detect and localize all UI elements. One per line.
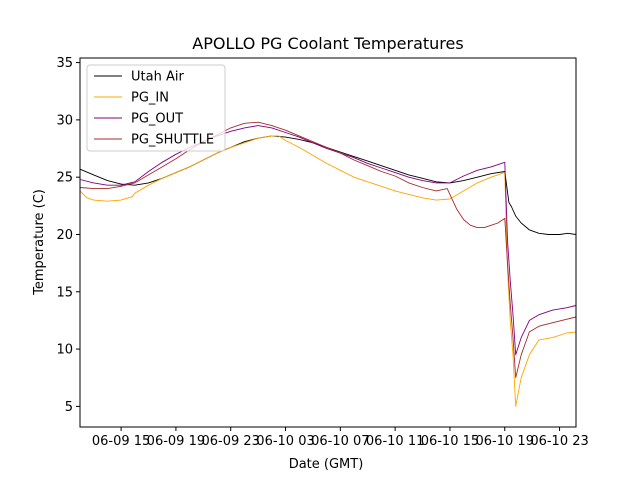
- series-line-pg-out: [79, 125, 577, 356]
- legend-label-utah-air: Utah Air: [131, 70, 184, 85]
- y-tick-label-3: 20: [56, 228, 73, 243]
- y-tick-label-0: 5: [65, 400, 73, 415]
- x-tick-label-1: 06-09 19: [147, 434, 205, 449]
- legend-label-pg-in: PG_IN: [131, 91, 169, 106]
- x-tick-label-8: 06-10 23: [530, 434, 588, 449]
- x-axis-label: Date (GMT): [289, 457, 364, 472]
- x-tick-label-5: 06-10 11: [366, 434, 424, 449]
- y-tick-label-1: 10: [56, 343, 73, 358]
- y-axis-label: Temperature (C): [32, 189, 47, 296]
- chart-title: APOLLO PG Coolant Temperatures: [192, 34, 463, 53]
- legend-label-pg-out: PG_OUT: [131, 112, 183, 127]
- series-line-pg-in: [79, 135, 577, 407]
- series-line-pg-shuttle: [79, 121, 577, 379]
- x-tick-label-3: 06-10 03: [256, 434, 314, 449]
- x-tick-label-7: 06-10 19: [476, 434, 534, 449]
- x-tick-label-2: 06-09 23: [201, 434, 259, 449]
- y-axis: 5 10 15 20 25 30 35: [56, 56, 80, 415]
- y-tick-label-4: 25: [56, 171, 73, 186]
- x-tick-label-0: 06-09 15: [92, 434, 150, 449]
- legend: Utah Air PG_IN PG_OUT PG_SHUTTLE: [86, 64, 226, 152]
- x-tick-label-6: 06-10 15: [421, 434, 479, 449]
- legend-label-pg-shuttle: PG_SHUTTLE: [131, 133, 214, 148]
- legend-entries: Utah Air PG_IN PG_OUT PG_SHUTTLE: [94, 70, 214, 148]
- y-tick-label-6: 35: [56, 56, 73, 71]
- legend-box: [86, 64, 226, 152]
- series-group: [79, 121, 577, 407]
- plot-frame: [79, 57, 577, 428]
- y-tick-label-2: 15: [56, 285, 73, 300]
- x-tick-label-4: 06-10 07: [311, 434, 369, 449]
- y-tick-label-5: 30: [56, 113, 73, 128]
